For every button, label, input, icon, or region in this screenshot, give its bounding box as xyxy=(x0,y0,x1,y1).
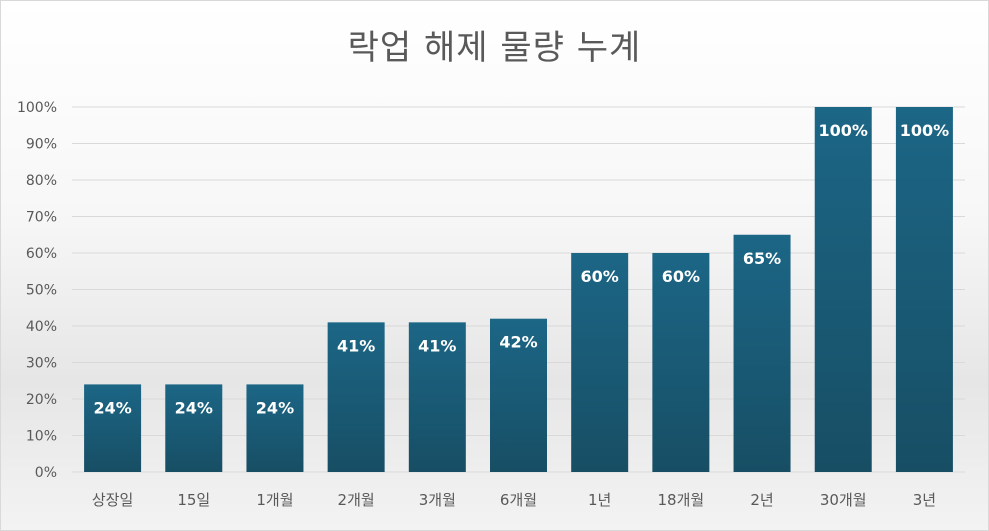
data-label: 100% xyxy=(900,121,949,140)
data-label: 41% xyxy=(337,336,375,355)
bar xyxy=(895,107,953,472)
y-tick-label: 70% xyxy=(26,210,57,226)
bar xyxy=(246,384,304,472)
bar xyxy=(814,107,872,472)
data-label: 60% xyxy=(581,267,619,286)
y-tick-label: 0% xyxy=(35,465,57,481)
bar xyxy=(84,384,142,472)
y-tick-label: 100% xyxy=(17,100,57,116)
y-axis-tick-labels: 0% 10% 20% 30% 40% 50% 60% 70% 80% 90% 100% xyxy=(17,100,57,481)
x-category-label: 18개월 xyxy=(658,491,705,509)
x-category-label: 1년 xyxy=(588,491,611,509)
x-category-label: 30개월 xyxy=(820,491,867,509)
bar xyxy=(490,318,547,472)
y-tick-label: 90% xyxy=(26,137,57,153)
data-label: 24% xyxy=(256,398,294,417)
bar xyxy=(327,322,385,472)
data-label: 24% xyxy=(93,398,131,417)
bar xyxy=(652,253,710,472)
x-category-label: 3개월 xyxy=(419,491,456,509)
chart-title: 락업 해제 물량 누계 xyxy=(347,28,642,68)
y-tick-label: 10% xyxy=(26,429,57,445)
bar xyxy=(408,322,466,472)
y-tick-label: 50% xyxy=(26,283,57,299)
data-label: 42% xyxy=(499,333,537,352)
bar xyxy=(733,234,791,472)
y-tick-label: 60% xyxy=(26,246,57,262)
y-tick-label: 30% xyxy=(26,356,57,372)
y-tick-label: 40% xyxy=(26,319,57,335)
data-label: 24% xyxy=(175,398,213,417)
x-category-label: 2개월 xyxy=(338,491,375,509)
bars xyxy=(84,107,953,472)
x-category-label: 2년 xyxy=(750,491,773,509)
x-category-label: 15일 xyxy=(177,491,210,509)
data-label: 65% xyxy=(743,249,781,268)
x-category-label: 6개월 xyxy=(500,491,537,509)
x-category-label: 1개월 xyxy=(256,491,293,509)
y-tick-label: 20% xyxy=(26,392,57,408)
x-category-label: 3년 xyxy=(913,491,936,509)
bar xyxy=(165,384,223,472)
x-category-label: 상장일 xyxy=(92,491,133,509)
x-axis-category-labels: 상장일 15일 1개월 2개월 3개월 6개월 1년 18개월 2년 30개월 3년 xyxy=(92,491,936,509)
data-label: 41% xyxy=(418,336,456,355)
data-label: 100% xyxy=(819,121,868,140)
bar xyxy=(571,253,629,472)
data-label: 60% xyxy=(662,267,700,286)
y-tick-label: 80% xyxy=(26,173,57,189)
data-labels: 24% 24% 24% 41% 41% 42% 60% 60% 65% 100% 100% xyxy=(93,121,949,417)
